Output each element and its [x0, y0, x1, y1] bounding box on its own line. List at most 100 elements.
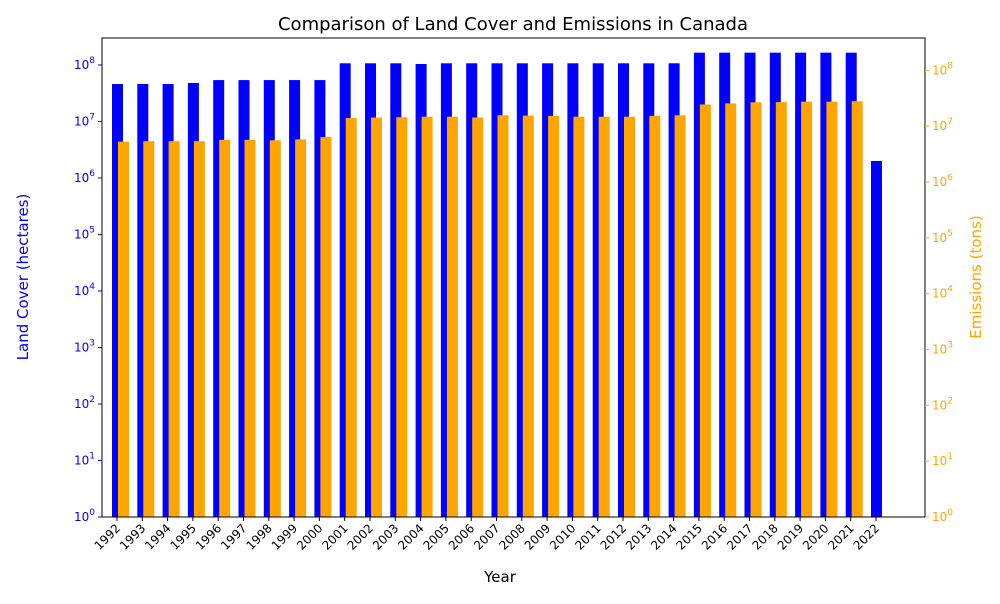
x-axis-tick-label: 2006	[446, 521, 477, 552]
emissions-bar	[801, 101, 813, 517]
land-cover-bar	[542, 63, 554, 518]
right-axis-tick-label: 102	[932, 396, 953, 412]
land-cover-bar	[289, 80, 301, 518]
right-axis-tick-label: 100	[932, 508, 953, 524]
emissions-bar	[851, 101, 863, 518]
left-axis-tick-label: 104	[74, 282, 95, 298]
plot-frame	[101, 37, 926, 518]
land-cover-bar	[567, 63, 579, 518]
x-axis-tick-label: 2001	[319, 521, 350, 552]
land-cover-bar	[795, 52, 807, 518]
emissions-bar	[244, 139, 256, 517]
x-axis-tick-label: 2014	[648, 521, 679, 552]
land-cover-bar	[516, 63, 528, 518]
emissions-bar	[446, 116, 458, 517]
bars-layer	[112, 52, 882, 518]
left-axis-tick-label: 102	[74, 395, 95, 411]
left-axis-tick-label: 106	[74, 169, 95, 185]
x-axis-tick-label: 2002	[345, 521, 376, 552]
land-cover-bar	[390, 63, 402, 518]
x-axis-tick-label: 1992	[92, 521, 123, 552]
left-axis-label: Land Cover (hectares)	[14, 194, 32, 361]
emissions-bar	[472, 117, 484, 517]
land-cover-bar	[112, 84, 123, 518]
left-axis-tick-label: 105	[74, 225, 95, 241]
right-axis-tick-label: 104	[932, 285, 953, 301]
left-axis-tick-label: 101	[74, 451, 95, 467]
emissions-bar	[548, 115, 560, 518]
land-cover-bar	[693, 52, 705, 518]
left-axis-tick-label: 107	[74, 112, 95, 128]
x-axis-tick-label: 1996	[193, 521, 224, 552]
emissions-bar	[826, 101, 838, 517]
emissions-bar	[118, 141, 129, 517]
emissions-bar	[295, 139, 307, 518]
chart-title: Comparison of Land Cover and Emissions i…	[278, 14, 748, 35]
emissions-bar	[649, 115, 661, 518]
x-axis-tick-label: 2005	[421, 521, 452, 552]
emissions-bar	[320, 137, 332, 517]
x-axis-tick-label: 1999	[269, 521, 300, 552]
x-axis-tick-label: 2011	[572, 521, 603, 552]
land-cover-bar	[314, 80, 326, 518]
land-cover-bar	[415, 63, 427, 517]
emissions-bar	[143, 141, 155, 518]
right-axis-tick-label: 108	[932, 61, 953, 77]
land-cover-bar	[491, 63, 503, 518]
land-cover-bar	[466, 63, 478, 518]
x-axis-tick-label: 2020	[800, 521, 831, 552]
x-axis: 1992199319941995199619971998199920002001…	[92, 517, 882, 553]
land-cover-bar	[213, 80, 225, 518]
x-axis-tick-label: 2016	[699, 521, 730, 552]
x-axis-tick-label: 2008	[496, 521, 527, 552]
emissions-bar	[421, 116, 433, 517]
land-cover-bar	[162, 84, 174, 518]
land-cover-bar	[719, 52, 731, 518]
emissions-bar	[345, 118, 357, 518]
x-axis-tick-label: 2017	[724, 521, 755, 552]
x-axis-tick-label: 2021	[825, 521, 856, 552]
right-axis-tick-label: 106	[932, 173, 953, 189]
land-cover-bar	[845, 52, 857, 518]
emissions-bar	[193, 141, 205, 518]
right-axis: 100 101 102 103 104 105 106 107 108	[925, 61, 953, 524]
emissions-bar	[168, 141, 180, 518]
land-cover-bar	[339, 63, 351, 518]
land-cover-bar	[238, 80, 250, 518]
x-axis-tick-label: 1993	[117, 521, 148, 552]
x-axis-tick-label: 2012	[598, 521, 629, 552]
land-cover-bar	[618, 63, 629, 518]
emissions-bar	[775, 102, 787, 518]
x-axis-tick-label: 2019	[775, 521, 806, 552]
x-axis-tick-label: 2022	[851, 521, 882, 552]
left-axis-tick-label: 100	[74, 508, 95, 524]
land-cover-bar	[187, 82, 199, 517]
emissions-bar	[624, 116, 635, 517]
left-axis: 100 101 102 103 104 105 106 107 108	[74, 56, 102, 524]
land-cover-bar	[137, 84, 149, 518]
x-axis-tick-label: 2013	[623, 521, 654, 552]
land-cover-bar	[440, 63, 452, 518]
x-axis-tick-label: 2010	[547, 521, 578, 552]
emissions-bar	[219, 139, 231, 517]
land-cover-bar	[820, 52, 832, 518]
left-axis-tick-label: 103	[74, 338, 95, 354]
right-axis-tick-label: 105	[932, 229, 953, 245]
land-cover-bar	[769, 52, 781, 518]
emissions-bar	[269, 140, 281, 518]
x-axis-tick-label: 2004	[395, 521, 426, 552]
x-axis-tick-label: 1998	[243, 521, 274, 552]
emissions-bar	[750, 102, 762, 518]
x-axis-label: Year	[483, 568, 517, 586]
land-cover-bar	[871, 160, 882, 518]
emissions-bar	[598, 116, 610, 517]
x-axis-tick-label: 2000	[294, 521, 325, 552]
land-cover-bar	[643, 63, 655, 518]
emissions-bar	[674, 115, 686, 517]
x-axis-tick-label: 2007	[471, 521, 502, 552]
right-axis-tick-label: 107	[932, 117, 953, 133]
land-cover-bar	[744, 52, 756, 518]
right-axis-tick-label: 103	[932, 341, 953, 357]
x-axis-tick-label: 2003	[370, 521, 401, 552]
